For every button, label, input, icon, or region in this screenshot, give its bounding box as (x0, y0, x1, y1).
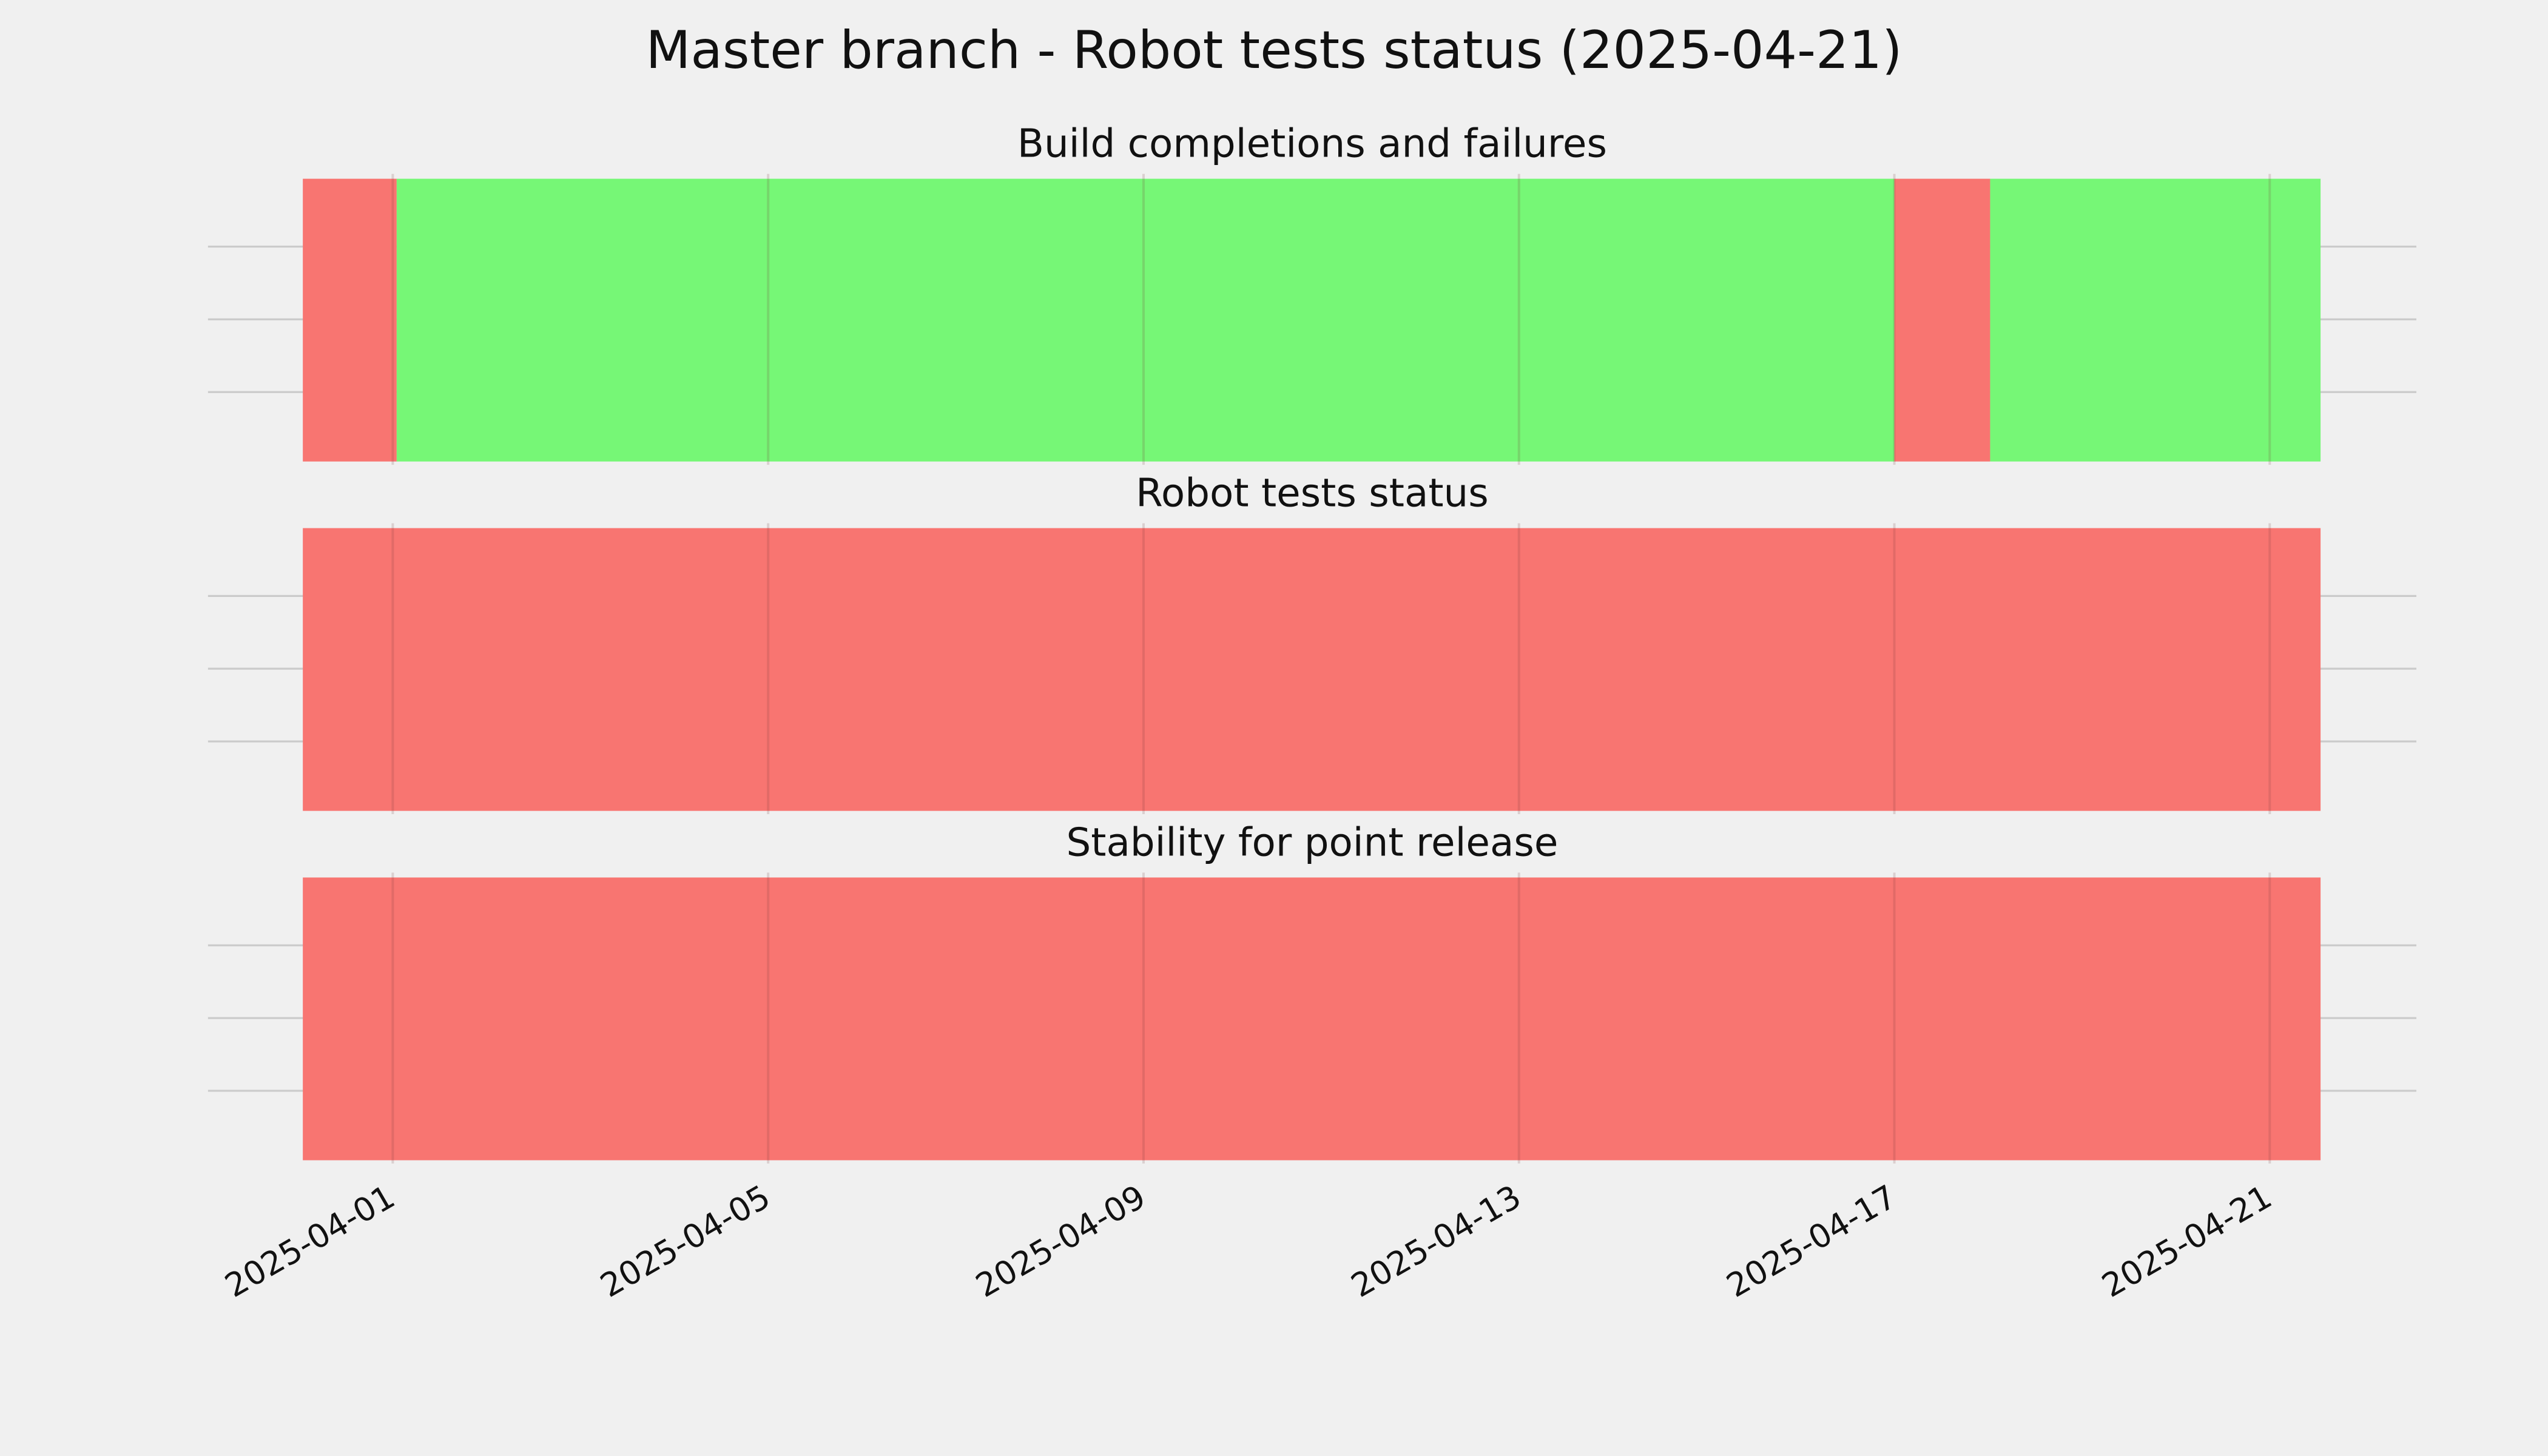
status-span (396, 178, 1895, 462)
status-span (1990, 178, 2321, 462)
status-span (1894, 178, 1990, 462)
subplot-title: Robot tests status (1136, 471, 1489, 516)
subplot-title: Stability for point release (1067, 820, 1559, 865)
chart-title: Master branch - Robot tests status (2025… (645, 20, 1902, 81)
status-span (303, 178, 397, 462)
subplot-title: Build completions and failures (1017, 121, 1607, 167)
status-span (303, 528, 2321, 811)
status-span (303, 877, 2321, 1161)
